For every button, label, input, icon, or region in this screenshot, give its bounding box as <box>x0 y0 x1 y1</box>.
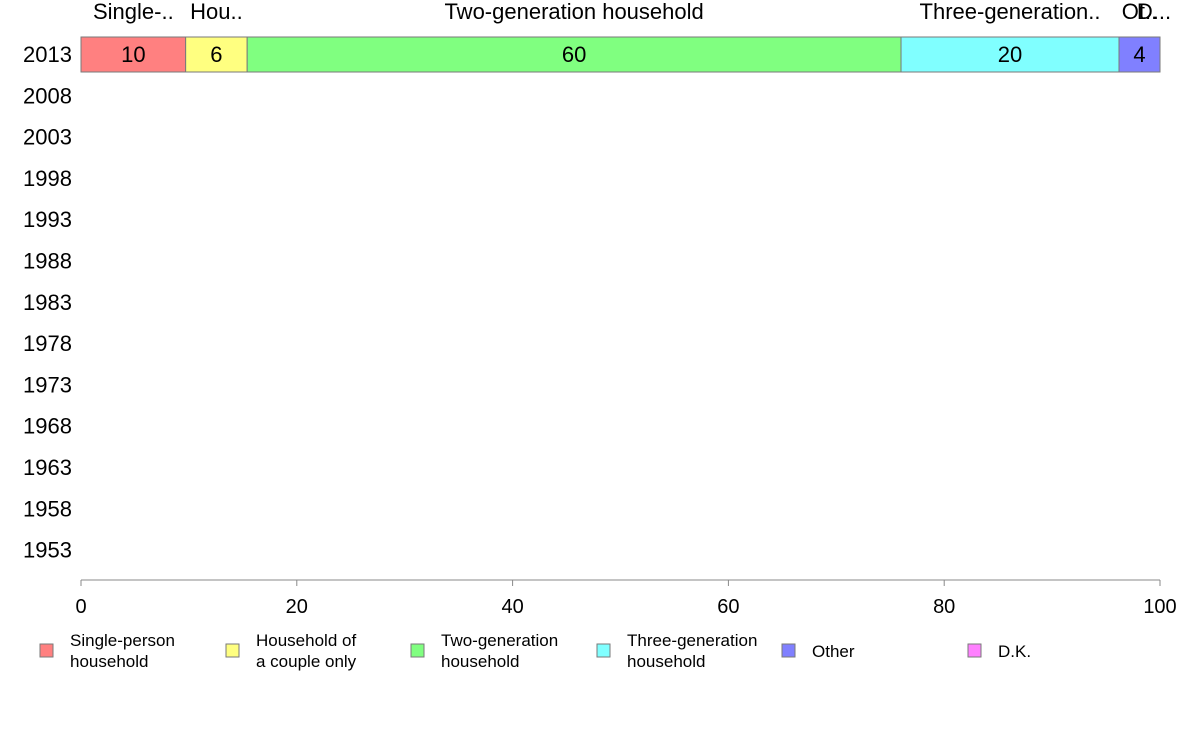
bar-value-label: 10 <box>121 42 145 67</box>
legend-label: D.K. <box>998 642 1031 661</box>
legend-label: household <box>441 652 519 671</box>
category-label: 1983 <box>23 290 72 315</box>
category-label: 1973 <box>23 372 72 397</box>
legend-label: Other <box>812 642 855 661</box>
category-label: 1958 <box>23 496 72 521</box>
x-tick-label: 100 <box>1143 596 1176 618</box>
legend-swatch <box>781 643 796 658</box>
x-tick-label: 0 <box>75 596 86 618</box>
category-label: 1998 <box>23 166 72 191</box>
legend-label: household <box>70 652 148 671</box>
x-tick-label: 20 <box>286 596 308 618</box>
legend: Single-person household Household of a coup… <box>39 631 1031 671</box>
category-label: 2003 <box>23 125 72 150</box>
legend-swatch <box>410 643 425 658</box>
bar-value-label: 4 <box>1133 42 1145 67</box>
category-label: 2013 <box>23 42 72 67</box>
bar-segment <box>80 36 187 73</box>
x-axis: 0 20 40 60 80 100 <box>75 579 1177 618</box>
column-header: Two-generation household <box>444 0 703 24</box>
column-header: Three-generation.. <box>920 0 1101 24</box>
column-header: Hou.. <box>190 0 243 24</box>
legend-swatch <box>596 643 611 658</box>
legend-label: Three-generation <box>627 631 757 650</box>
bar-segment <box>1118 36 1161 73</box>
legend-label: Household of <box>256 631 356 650</box>
x-tick-label: 80 <box>933 596 955 618</box>
legend-label: household <box>627 652 705 671</box>
column-header: D... <box>1137 0 1171 24</box>
bar-segment <box>246 36 902 73</box>
legend-swatch <box>225 643 240 658</box>
x-tick-label: 40 <box>501 596 523 618</box>
legend-swatch <box>39 643 54 658</box>
category-label: 1963 <box>23 455 72 480</box>
legend-swatch <box>967 643 982 658</box>
legend-label: Two-generation <box>441 631 558 650</box>
category-label: 1988 <box>23 249 72 274</box>
column-headers: Single-.. Hou.. Two-generation household Th… <box>93 0 1171 24</box>
category-label: 1953 <box>23 538 72 563</box>
x-tick-label: 60 <box>717 596 739 618</box>
bar-segment <box>900 36 1120 73</box>
bar-value-label: 60 <box>562 42 586 67</box>
bar-value-label: 6 <box>210 42 222 67</box>
bar-value-label: 20 <box>998 42 1022 67</box>
category-label: 2008 <box>23 83 72 108</box>
category-labels: 2013 2008 2003 1998 1993 1988 1983 1978 1973 1968… <box>23 42 72 563</box>
category-label: 1978 <box>23 331 72 356</box>
column-header: Ot.. <box>1122 0 1157 24</box>
column-header: Single-.. <box>93 0 174 24</box>
category-label: 1993 <box>23 207 72 232</box>
bars: 10 6 60 20 4 <box>80 36 1161 73</box>
legend-label: a couple only <box>256 652 357 671</box>
bar-segment <box>185 36 248 73</box>
legend-label: Single-person <box>70 631 175 650</box>
category-label: 1968 <box>23 414 72 439</box>
